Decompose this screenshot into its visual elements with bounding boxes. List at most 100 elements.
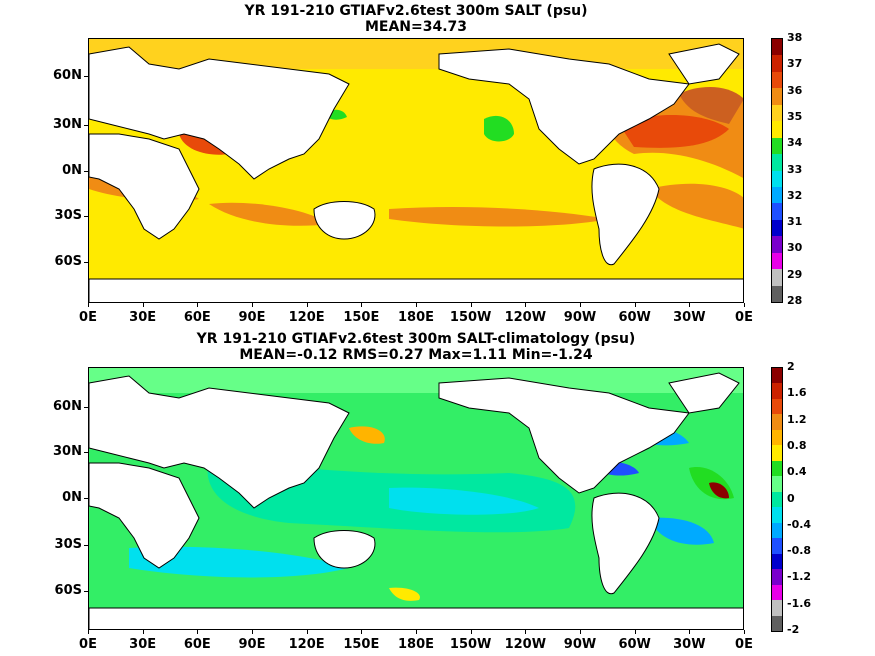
colorbar-segment (772, 252, 782, 270)
x-axis-tick (361, 630, 363, 634)
x-axis-label-90w: 90W (563, 637, 597, 652)
x-axis-label-150w: 150W (449, 637, 492, 652)
y-axis-tick (84, 171, 88, 172)
y-axis-label-30s: 30S (54, 208, 82, 223)
colorbar-segment (772, 383, 782, 399)
panel2-kuroshio-positive (349, 426, 385, 444)
y-axis-tick (84, 591, 88, 592)
x-axis-label-60w: 60W (618, 310, 651, 325)
x-axis-tick (361, 303, 363, 307)
x-axis-label-60e: 60E (183, 637, 211, 652)
x-axis-label-120w: 120W (504, 310, 547, 325)
x-axis-label-180e: 180E (397, 310, 435, 325)
x-axis-tick (252, 303, 253, 307)
x-axis-tick (525, 303, 527, 307)
y-axis-tick (84, 76, 88, 77)
panel1-africa (89, 133, 200, 240)
colorbar-segment (772, 170, 782, 187)
panel1-title-line1: YR 191-210 GTIAFv2.6test 300m SALT (psu) (244, 3, 588, 19)
colorbar-segment (772, 414, 782, 430)
x-axis-label-0e: 0E (79, 310, 97, 325)
panel2-title-line1: YR 191-210 GTIAFv2.6test 300m SALT-clima… (196, 331, 636, 347)
colorbar-label: 37 (787, 57, 803, 71)
panel2-map (88, 367, 744, 630)
colorbar-label: 0.4 (787, 465, 807, 479)
y-axis-tick (84, 452, 88, 453)
colorbar-label: -2 (787, 623, 800, 636)
x-axis-tick (416, 303, 417, 307)
colorbar-segment (772, 553, 782, 570)
x-axis-label-120e: 120E (288, 310, 325, 325)
colorbar-label: -1.6 (787, 596, 812, 610)
colorbar-label: -0.4 (787, 517, 812, 531)
x-axis-label-30e: 30E (129, 637, 157, 652)
panel2-anomaly-patches (89, 368, 743, 601)
colorbar-label: 30 (787, 241, 803, 255)
colorbar-label: 29 (787, 267, 803, 281)
x-axis-label-30e: 30E (129, 310, 157, 325)
colorbar-label: -1.2 (787, 570, 812, 584)
panel2-south-atlantic-blue (649, 517, 714, 545)
colorbar-label: 33 (787, 162, 803, 176)
colorbar-segment (772, 219, 782, 237)
y-axis-label-0n: 0N (62, 163, 82, 178)
colorbar-label: 1.2 (787, 412, 807, 426)
colorbar-label: 2 (787, 360, 795, 373)
x-axis-label-120e: 120E (288, 637, 325, 652)
x-axis-tick (744, 630, 745, 634)
panel1-south-atlantic-orange (649, 183, 743, 229)
panel2-north-america (438, 377, 690, 494)
x-axis-label-30w: 30W (673, 637, 706, 652)
panel2-title: YR 191-210 GTIAFv2.6test 300m SALT-clima… (88, 331, 744, 363)
panel1-eurasia (89, 46, 350, 180)
panel2-arctic-band (89, 368, 743, 393)
x-axis-tick (689, 630, 691, 634)
x-axis-tick (580, 303, 581, 307)
colorbar-label: 0 (787, 491, 795, 505)
x-axis-tick (306, 630, 308, 634)
x-axis-tick (306, 303, 308, 307)
x-axis-tick (142, 303, 144, 307)
x-axis-tick (197, 303, 199, 307)
y-axis-label-30n: 30N (53, 117, 82, 132)
panel1-australia (313, 201, 376, 240)
colorbar-label: 32 (787, 188, 803, 202)
colorbar-segment (772, 615, 782, 631)
x-axis-label-60e: 60E (183, 310, 211, 325)
colorbar-segment (772, 368, 782, 384)
colorbar-segment (772, 285, 782, 302)
x-axis-label-0e: 0E (79, 637, 97, 652)
panel2-equatorial-pacific-cyan (389, 487, 539, 515)
panel2-south-america (591, 492, 660, 595)
y-axis-tick (84, 407, 88, 408)
colorbar-segment (772, 154, 782, 171)
x-axis-label-150e: 150E (343, 637, 380, 652)
colorbar-segment (772, 476, 782, 492)
colorbar-label: 35 (787, 109, 803, 123)
panel2-antarctica (89, 607, 743, 629)
panel1-arctic-band (89, 39, 743, 69)
x-axis-tick (252, 630, 253, 634)
y-axis-label-30n: 30N (53, 444, 82, 459)
y-axis-tick (84, 545, 88, 546)
x-axis-label-0e: 0E (735, 637, 753, 652)
colorbar-segment (772, 522, 782, 539)
panel1-map-svg (89, 39, 743, 302)
colorbar-label: 1.6 (787, 386, 807, 400)
panel1-north-america (438, 48, 690, 165)
y-axis-label-60s: 60S (54, 583, 82, 598)
colorbar-segment (772, 137, 782, 155)
x-axis-tick (470, 303, 472, 307)
colorbar-segment (772, 269, 782, 286)
panel2-greenland (668, 372, 740, 414)
x-axis-tick (689, 303, 691, 307)
y-axis-tick (84, 216, 88, 217)
colorbar-segment (772, 538, 782, 554)
y-axis-tick (84, 125, 88, 126)
x-axis-tick (416, 630, 417, 634)
x-axis-tick (744, 303, 745, 307)
panel1-south-america (591, 163, 660, 266)
panel1-labrador-dark (679, 87, 743, 124)
x-axis-tick (634, 303, 636, 307)
y-axis-tick (84, 498, 88, 499)
